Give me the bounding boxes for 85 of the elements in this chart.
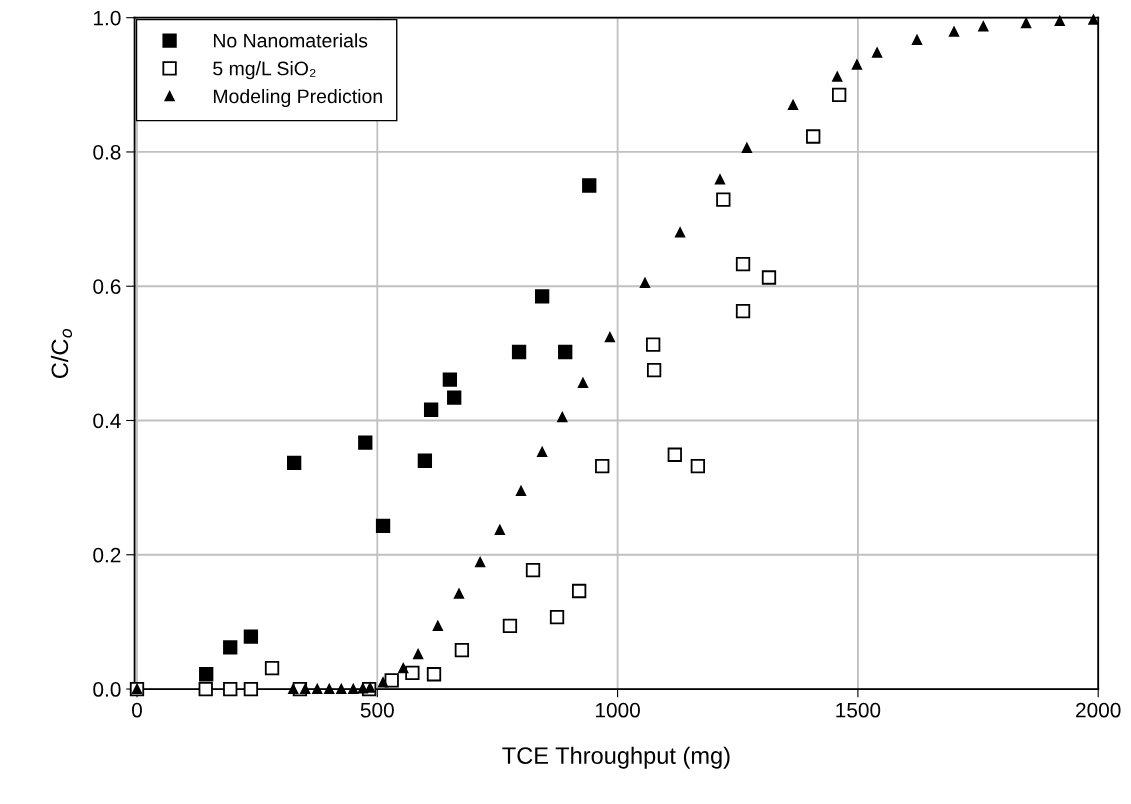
x-tick-label: 500 bbox=[360, 702, 394, 718]
point bbox=[675, 227, 686, 238]
point bbox=[288, 683, 299, 695]
point bbox=[595, 458, 610, 474]
y-tick-label: 0.0 bbox=[93, 682, 121, 697]
point bbox=[558, 344, 573, 360]
point bbox=[511, 344, 527, 360]
y-tick-label: 0.4 bbox=[93, 413, 121, 429]
point bbox=[426, 667, 442, 682]
point bbox=[264, 661, 280, 676]
point bbox=[447, 390, 462, 405]
point bbox=[454, 642, 470, 658]
point bbox=[761, 270, 777, 285]
point bbox=[398, 663, 409, 674]
point bbox=[735, 303, 751, 319]
point bbox=[604, 332, 615, 343]
point bbox=[336, 683, 347, 695]
point bbox=[198, 681, 213, 697]
point bbox=[1054, 15, 1065, 27]
legend-label: No Nanomaterials bbox=[213, 33, 368, 48]
point bbox=[312, 683, 323, 695]
point bbox=[494, 524, 505, 535]
point bbox=[243, 629, 259, 644]
point bbox=[515, 485, 527, 497]
y-tick-label: 0.8 bbox=[93, 144, 121, 160]
point bbox=[223, 640, 238, 655]
y-tick-label: 1.0 bbox=[94, 10, 121, 26]
point bbox=[690, 458, 706, 474]
legend-label: 5 mg/L SiO₂ bbox=[213, 61, 316, 80]
point bbox=[911, 34, 923, 45]
point bbox=[199, 667, 214, 682]
point bbox=[577, 377, 589, 388]
point bbox=[1088, 14, 1099, 25]
point bbox=[324, 683, 335, 695]
x-tick-label: 1500 bbox=[836, 702, 881, 718]
x-tick-label: 1000 bbox=[596, 702, 640, 718]
point bbox=[557, 412, 568, 423]
y-axis-title: C/C$_{o}$ bbox=[50, 328, 73, 379]
point bbox=[571, 583, 587, 599]
point bbox=[537, 446, 548, 458]
point bbox=[375, 518, 391, 534]
point bbox=[384, 673, 399, 688]
point bbox=[423, 402, 439, 417]
point bbox=[223, 681, 238, 697]
point bbox=[549, 610, 565, 625]
point bbox=[377, 677, 389, 688]
x-tick-label: 0 bbox=[132, 702, 142, 718]
point bbox=[525, 563, 541, 578]
point bbox=[787, 99, 799, 111]
point bbox=[405, 665, 420, 681]
point bbox=[432, 620, 443, 631]
point bbox=[667, 447, 682, 462]
point bbox=[475, 557, 486, 568]
point bbox=[714, 174, 726, 185]
point bbox=[243, 681, 259, 697]
point bbox=[806, 129, 821, 144]
legend-label: Modeling Prediction bbox=[213, 88, 382, 108]
point bbox=[582, 178, 597, 193]
point bbox=[646, 337, 661, 352]
point bbox=[851, 59, 863, 70]
point bbox=[358, 435, 373, 450]
x-tick-label: 2000 bbox=[1076, 702, 1121, 718]
point bbox=[453, 588, 465, 599]
y-tick-label: 0.2 bbox=[93, 547, 121, 563]
point bbox=[872, 47, 883, 58]
point bbox=[978, 21, 989, 32]
point bbox=[716, 192, 731, 207]
point bbox=[442, 372, 458, 387]
point bbox=[300, 683, 311, 695]
point bbox=[286, 455, 302, 470]
point bbox=[832, 87, 847, 103]
point bbox=[417, 453, 433, 468]
point bbox=[735, 256, 751, 272]
point bbox=[948, 26, 960, 37]
point bbox=[413, 649, 424, 660]
point bbox=[639, 277, 651, 288]
y-tick-label: 0.6 bbox=[93, 279, 121, 294]
point bbox=[741, 142, 752, 153]
point bbox=[534, 289, 550, 304]
point bbox=[832, 71, 843, 82]
point bbox=[348, 683, 359, 695]
point bbox=[1021, 17, 1032, 29]
point bbox=[646, 362, 662, 378]
x-axis-title: TCE Throughput (mg) bbox=[502, 746, 730, 769]
point bbox=[502, 618, 518, 634]
